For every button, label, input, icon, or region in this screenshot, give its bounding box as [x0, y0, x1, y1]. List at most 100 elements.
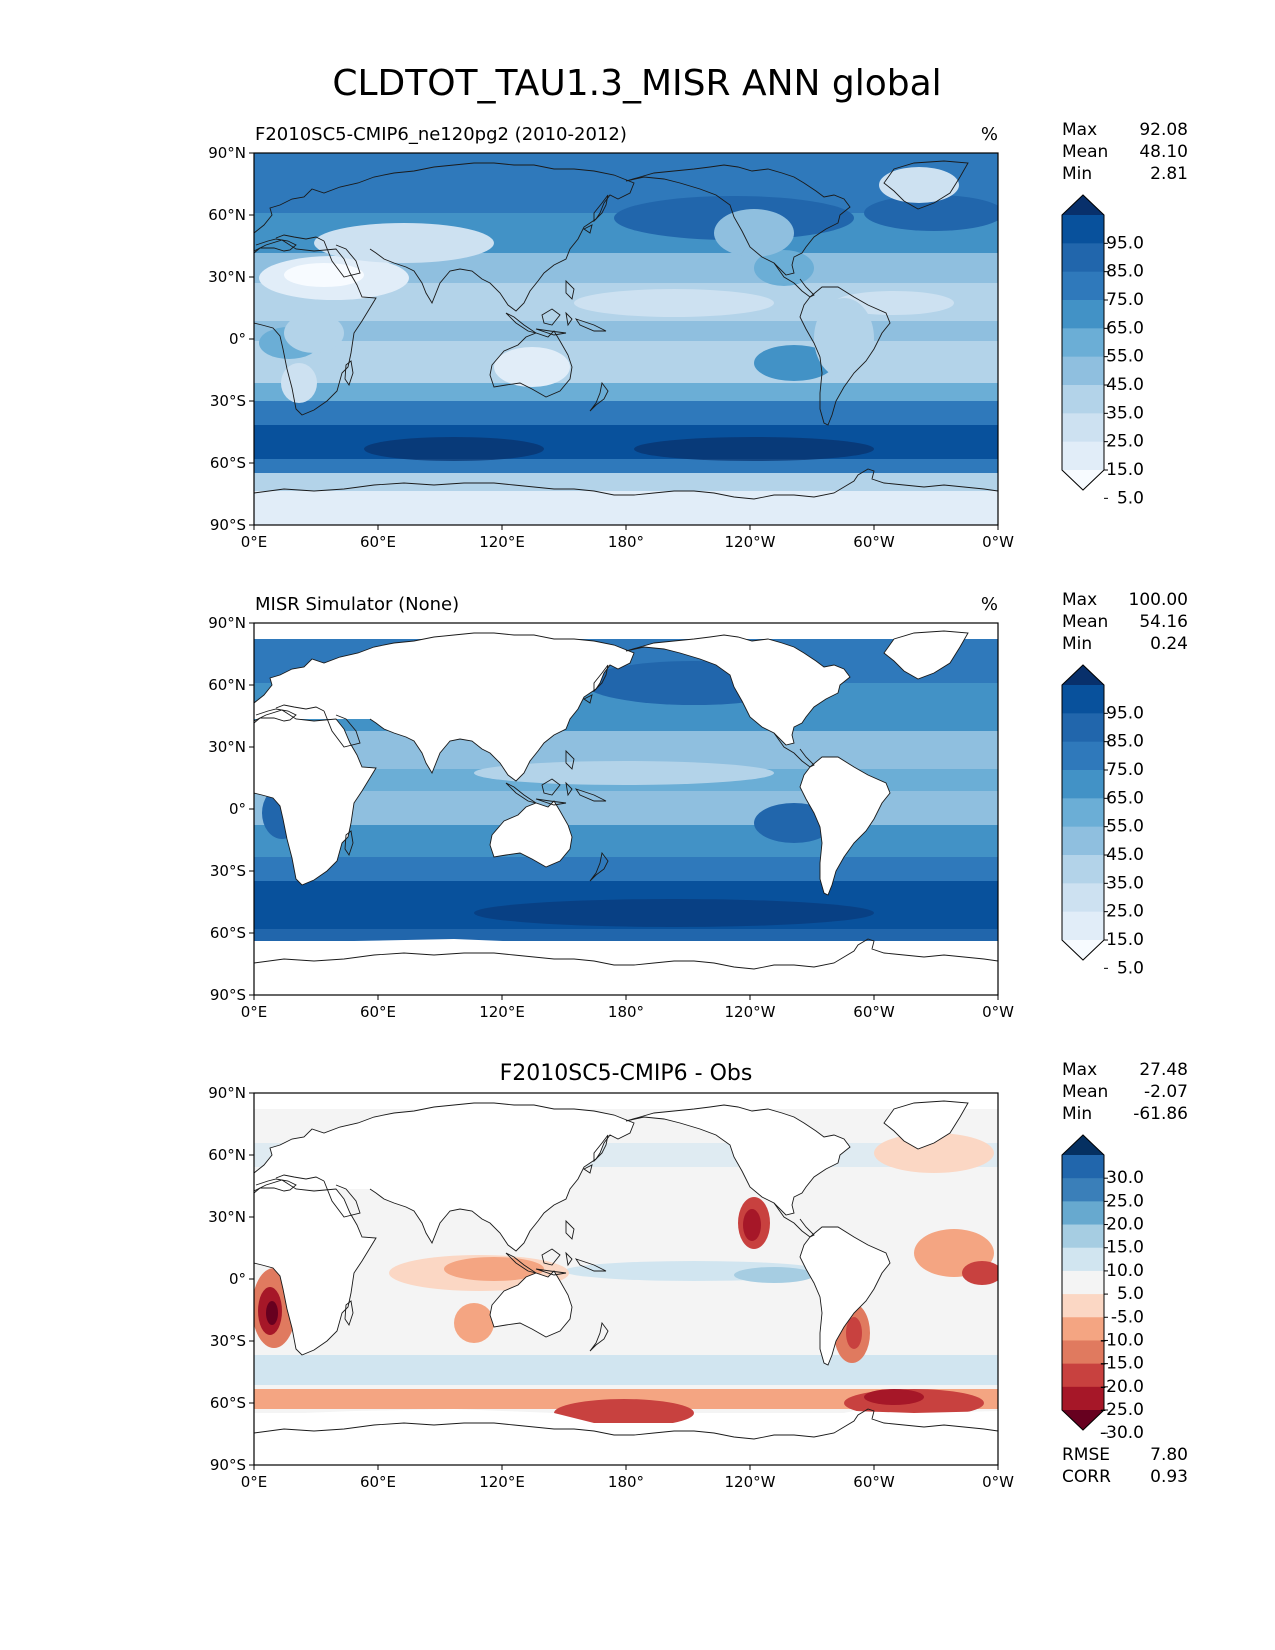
lat-tick-label: 30°N: [208, 738, 246, 756]
lon-tick-label: 0°E: [241, 1003, 268, 1021]
lat-tick-label: 30°N: [208, 268, 246, 286]
colorbar: 95.0 85.0 75.0 65.0 55.0 45.0 35.0 25.0 15.0 5.0: [1061, 664, 1144, 978]
colorbar-segment: [1062, 770, 1104, 799]
stat-label: Min: [1062, 634, 1092, 654]
colorbar-segment: [1062, 1386, 1104, 1411]
lon-tick-label: 180°: [608, 533, 644, 551]
colorbar-segment: [1062, 911, 1104, 941]
colorbar-tick-label: 65.0: [1106, 318, 1144, 338]
lon-tick-label: 60°E: [360, 1473, 396, 1491]
map-test: [254, 153, 998, 525]
stats-block: Max 100.00 Mean 54.16 Min 0.24: [1062, 590, 1188, 654]
lon-tick-label: 0°W: [982, 533, 1014, 551]
colorbar-segment: [1062, 271, 1104, 301]
lon-tick-label: 60°W: [853, 1003, 895, 1021]
lat-tick-label: 90°N: [208, 144, 246, 162]
metric-label: RMSE: [1062, 1445, 1110, 1465]
colorbar-segment: [1062, 1201, 1104, 1226]
colorbar-tick-label: -25.0: [1100, 1400, 1144, 1420]
panel-units: %: [981, 124, 998, 145]
colorbar-tick-label: 35.0: [1106, 873, 1144, 893]
panel-center-title: F2010SC5-CMIP6 - Obs: [500, 1061, 753, 1086]
colorbar-segment: [1062, 1363, 1104, 1388]
metric-label: CORR: [1062, 1467, 1111, 1487]
colorbar-tick-label: 5.0: [1117, 1284, 1144, 1304]
lon-tick-label: 0°E: [241, 1473, 268, 1491]
metrics-block: RMSE 7.80 CORR 0.93: [1062, 1445, 1188, 1487]
colorbar-tick-label: 95.0: [1106, 233, 1144, 253]
colorbar-tick-label: 25.0: [1106, 432, 1144, 452]
lat-tick-label: 60°S: [210, 1394, 246, 1412]
colorbar-segment: [1062, 1317, 1104, 1342]
colorbar-tick-label: -20.0: [1100, 1377, 1144, 1397]
lat-tick-label: 90°N: [208, 1084, 246, 1102]
metric-value: 0.93: [1150, 1467, 1188, 1487]
lon-tick-label: 120°W: [725, 1003, 776, 1021]
colorbar-extend-min: [1062, 470, 1104, 490]
colorbar-extend-min: [1062, 940, 1104, 960]
panel-test: F2010SC5-CMIP6_ne120pg2 (2010-2012) %: [208, 120, 1188, 551]
colorbar-tick-label: 85.0: [1106, 262, 1144, 282]
map-reference: [254, 623, 998, 995]
map-axes: 90°N 60°N 30°N 0° 30°S 60°S 90°S0°E 60°E 120°E 18…: [208, 1084, 1014, 1491]
panel-left-title: F2010SC5-CMIP6_ne120pg2 (2010-2012): [255, 124, 627, 145]
lon-tick-label: 120°W: [725, 533, 776, 551]
colorbar-tick-label: 45.0: [1106, 845, 1144, 865]
stat-value: 48.10: [1139, 142, 1188, 162]
colorbar-segment: [1062, 1155, 1104, 1179]
colorbar-tick-label: 75.0: [1106, 760, 1144, 780]
colorbar-segment: [1062, 741, 1104, 771]
lon-tick-label: 120°E: [479, 1473, 525, 1491]
lat-tick-label: 90°S: [210, 1456, 246, 1474]
panel-units: %: [981, 594, 998, 615]
colorbar-tick-label: -5.0: [1111, 1307, 1144, 1327]
map-axes: 90°N 60°N 30°N 0° 30°S 60°S 90°S0°E 60°E 120°E 18…: [208, 144, 1014, 551]
lon-tick-label: 60°W: [853, 533, 895, 551]
lat-tick-label: 30°S: [210, 392, 246, 410]
lat-tick-label: 0°: [229, 1270, 246, 1288]
lon-tick-label: 60°E: [360, 533, 396, 551]
panel-difference: F2010SC5-CMIP6 - Obs: [208, 1060, 1188, 1491]
colorbar-tick-label: 25.0: [1106, 1191, 1144, 1211]
colorbar-extend-max: [1062, 195, 1104, 215]
colorbar-tick-label: 10.0: [1106, 1261, 1144, 1281]
panel-left-title: MISR Simulator (None): [255, 594, 459, 615]
stat-label: Mean: [1062, 1082, 1108, 1102]
colorbar-segment: [1062, 1294, 1104, 1318]
colorbar-segment: [1062, 1178, 1104, 1202]
stat-label: Min: [1062, 1104, 1092, 1124]
colorbar-segment: [1062, 243, 1104, 273]
colorbar-tick-label: 45.0: [1106, 375, 1144, 395]
colorbar-segment: [1062, 1247, 1104, 1272]
lat-tick-label: 60°N: [208, 206, 246, 224]
colorbar-segment: [1062, 300, 1104, 329]
colorbar-segment: [1062, 1270, 1104, 1295]
colorbar-tick-label: 55.0: [1106, 347, 1144, 367]
colorbar-segment: [1062, 1340, 1104, 1365]
stat-value: 92.08: [1139, 120, 1188, 140]
colorbar-tick-label: 5.0: [1117, 488, 1144, 508]
colorbar-tick-label: 5.0: [1117, 958, 1144, 978]
colorbar-tick-label: 95.0: [1106, 703, 1144, 723]
colorbar-tick-label: 15.0: [1106, 1238, 1144, 1258]
colorbar-tick-label: 30.0: [1106, 1168, 1144, 1188]
lon-tick-label: 60°E: [360, 1003, 396, 1021]
lat-tick-label: 60°N: [208, 1146, 246, 1164]
lat-tick-label: 90°S: [210, 986, 246, 1004]
stat-value: 54.16: [1139, 612, 1188, 632]
stat-value: 27.48: [1139, 1060, 1188, 1080]
lon-tick-label: 0°E: [241, 533, 268, 551]
stat-label: Min: [1062, 164, 1092, 184]
lon-tick-label: 180°: [608, 1473, 644, 1491]
colorbar-tick-label: 75.0: [1106, 290, 1144, 310]
colorbar-tick-label: 35.0: [1106, 403, 1144, 423]
lat-tick-label: 30°S: [210, 862, 246, 880]
colorbar-tick-label: -15.0: [1100, 1354, 1144, 1374]
lat-tick-label: 90°N: [208, 614, 246, 632]
colorbar-tick-label: 85.0: [1106, 732, 1144, 752]
lat-tick-label: 30°S: [210, 1332, 246, 1350]
colorbar-segment: [1062, 328, 1104, 358]
stat-label: Max: [1062, 1060, 1097, 1080]
lon-tick-label: 120°E: [479, 1003, 525, 1021]
